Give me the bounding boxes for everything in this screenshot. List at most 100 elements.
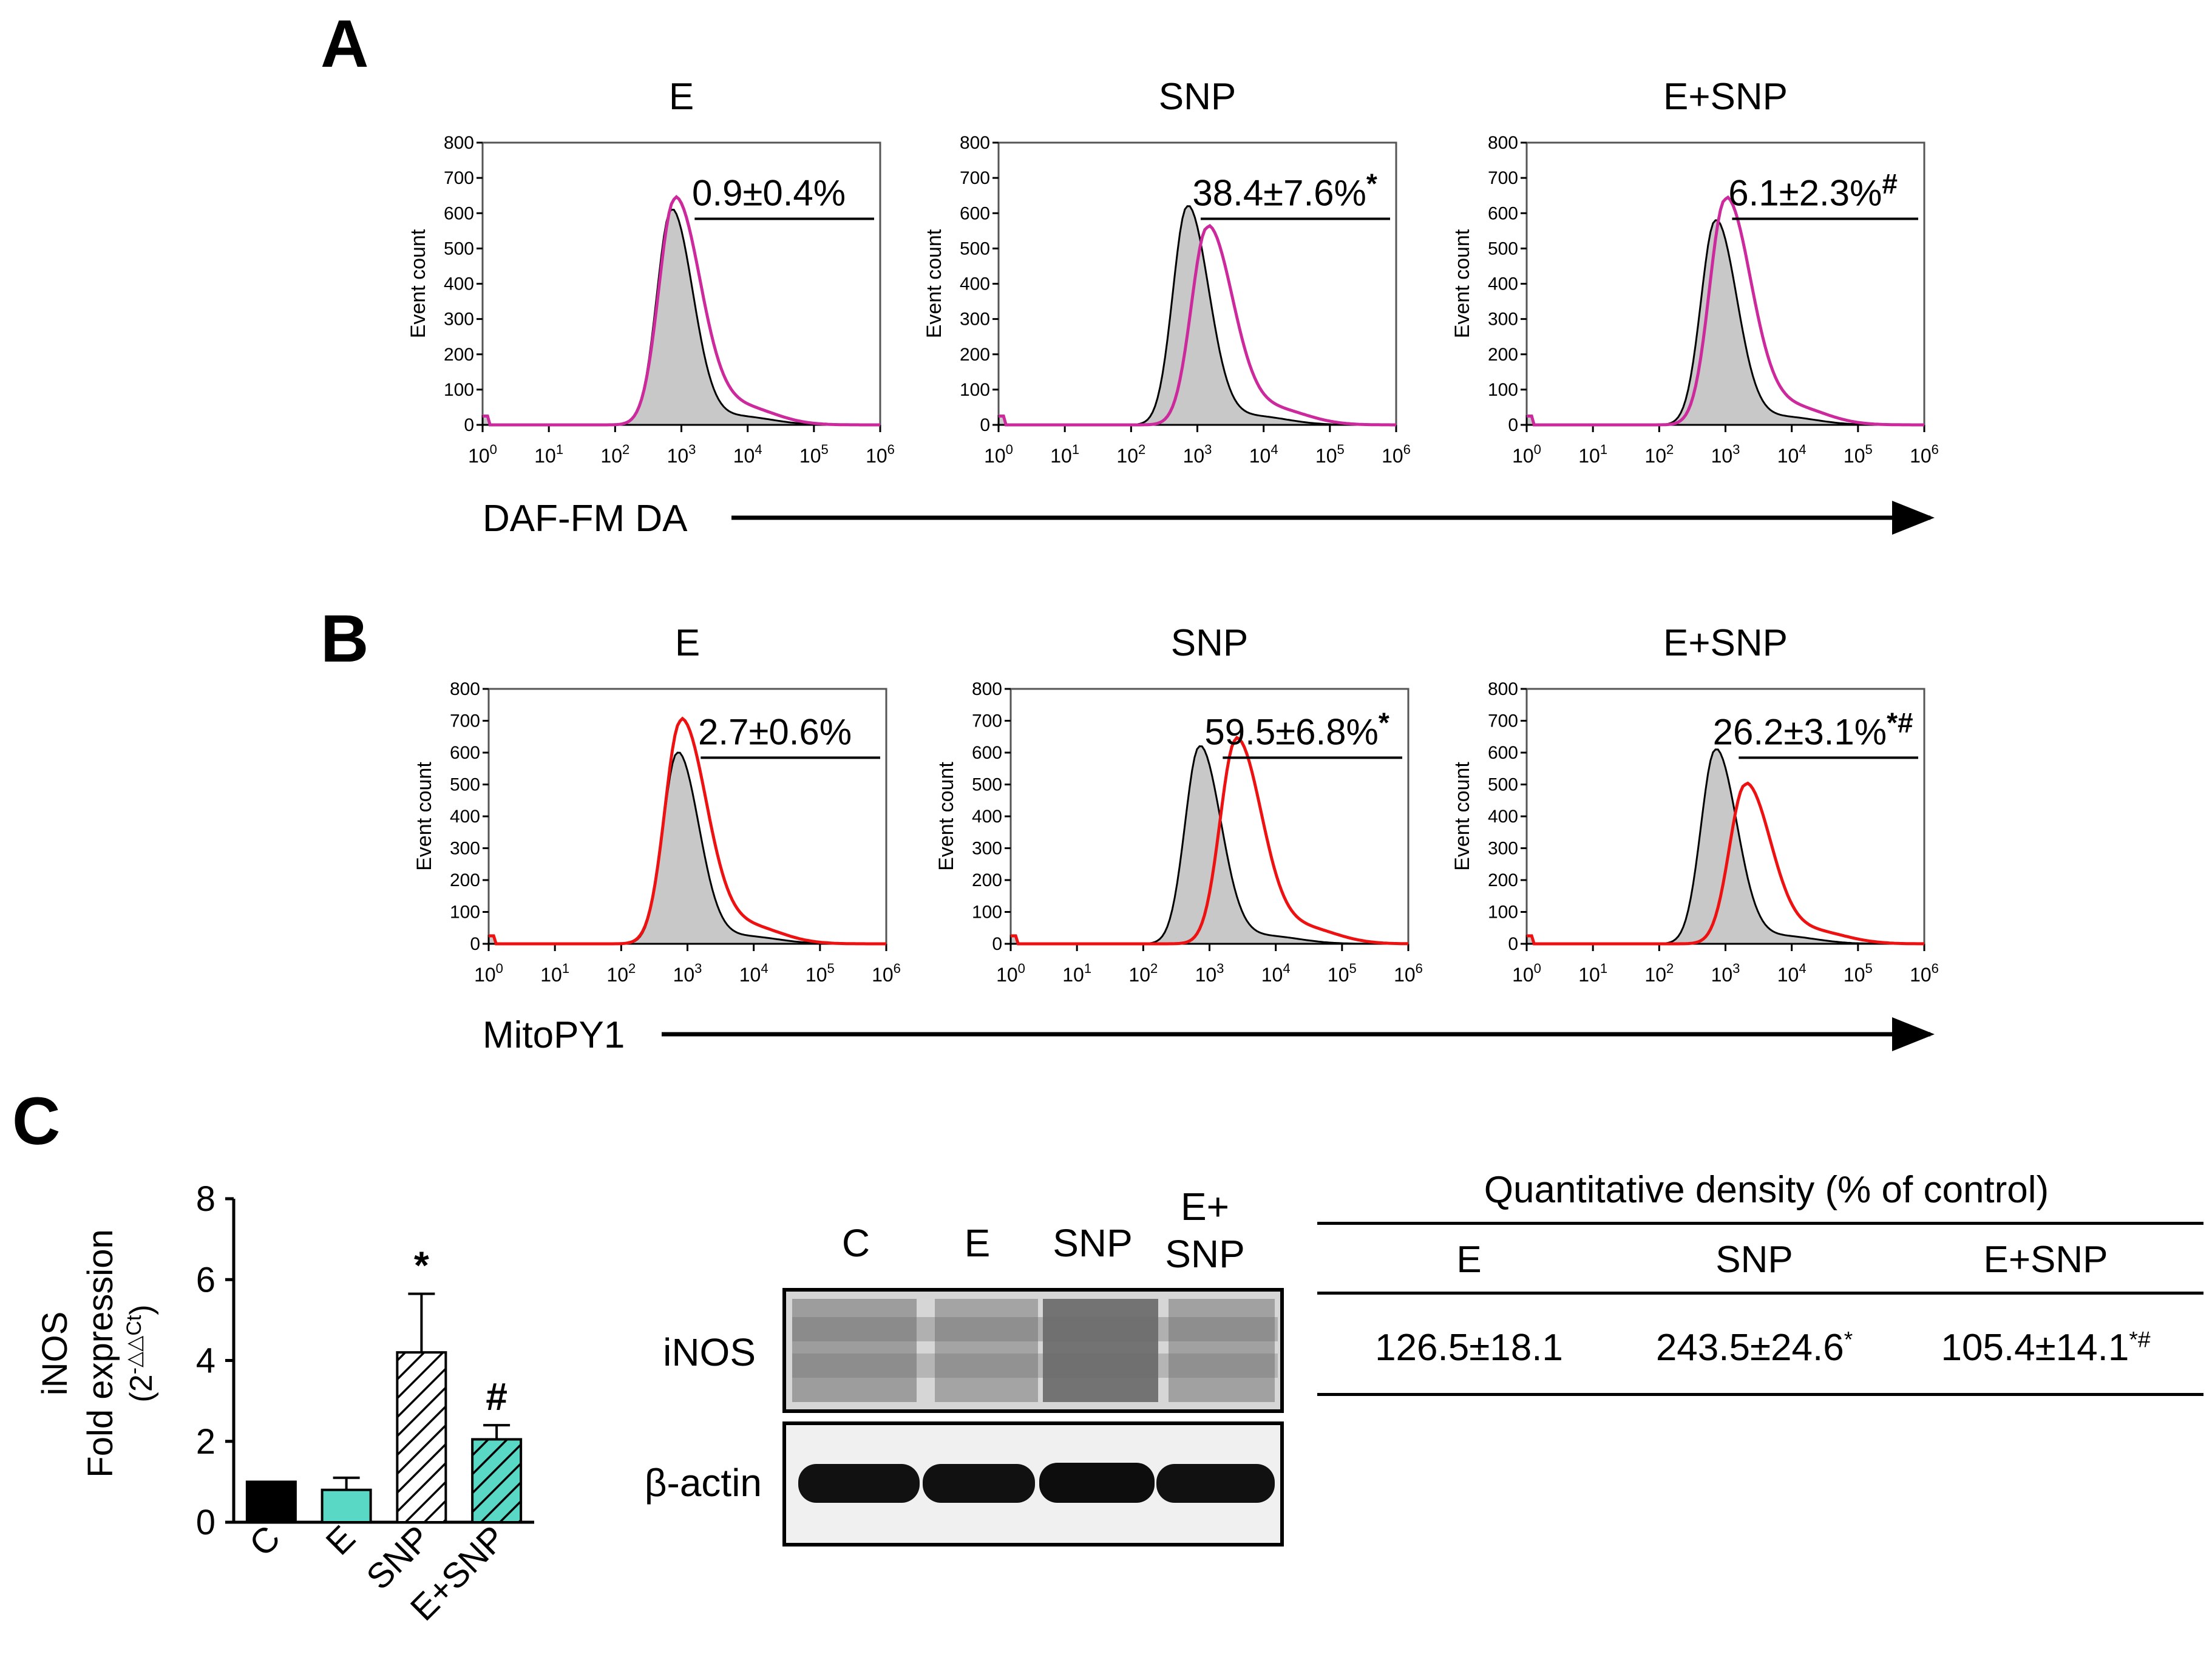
panel-b-plot-2-xtick-label: 102 <box>1128 961 1158 986</box>
panel-b-plot-3-xtick-label: 101 <box>1578 961 1607 986</box>
xtick-base: 10 <box>733 445 755 467</box>
xtick-base: 10 <box>540 964 562 986</box>
panel-a-plot-3-stat: 6.1±2.3%# <box>1728 168 1898 214</box>
stat-significance-mark: * <box>1379 706 1389 738</box>
blot-lane-e-plus-snp: SNP <box>1165 1232 1245 1276</box>
panel-b-plot-1-ytick-label: 800 <box>450 679 480 699</box>
xtick-base: 10 <box>1578 445 1600 467</box>
panel-a-plot-2-ytick-label: 800 <box>960 133 990 153</box>
panel-letter-b: B <box>321 601 368 676</box>
xtick-base: 10 <box>1844 964 1865 986</box>
xtick-exponent: 0 <box>1534 961 1541 976</box>
panel-a-plot-2-xtick-label: 102 <box>1116 442 1145 467</box>
xtick-exponent: 1 <box>556 442 563 457</box>
panel-b-plot-3-ytick-label: 200 <box>1488 870 1518 890</box>
xtick-exponent: 0 <box>490 442 497 457</box>
panel-b-plot-2-xtick-label: 106 <box>1394 961 1423 986</box>
stat-value: 38.4±7.6% <box>1192 173 1366 214</box>
bar-snp <box>396 1351 447 1524</box>
stat-value: 0.9±0.4% <box>692 173 846 214</box>
panel-b-plot-2-title: SNP <box>1171 622 1248 664</box>
xtick-base: 10 <box>1512 445 1534 467</box>
xtick-base: 10 <box>1512 964 1534 986</box>
panel-a-plot-1-xtick-label: 101 <box>534 442 563 467</box>
panel-b-plot-3-ytick-label: 300 <box>1488 839 1518 859</box>
panel-b-plot-1-xtick-label: 105 <box>806 961 835 986</box>
blot-lane-e-plus: E+ <box>1181 1185 1229 1228</box>
bar-category-label: E <box>318 1518 362 1562</box>
xtick-base: 10 <box>1910 964 1932 986</box>
bar-ytick-label: 4 <box>196 1341 215 1381</box>
xtick-base: 10 <box>1382 445 1403 467</box>
xtick-exponent: 1 <box>1084 961 1091 976</box>
panel-a-plot-1-title: E <box>669 76 694 118</box>
xtick-exponent: 5 <box>1865 961 1873 976</box>
bar-ytick-label: 6 <box>196 1260 215 1299</box>
panel-a-plot-1-ytick-label: 100 <box>444 380 474 400</box>
xtick-exponent: 3 <box>1204 442 1212 457</box>
panel-b-plot-3-ytick-label: 800 <box>1488 679 1518 699</box>
panel-b-plot-1-ytick-label: 200 <box>450 870 480 890</box>
bar-e <box>321 1488 372 1523</box>
panel-a-axis-label: DAF-FM DA <box>483 498 688 540</box>
panel-b-plot-2-ytick-label: 200 <box>972 870 1002 890</box>
stat-value: 26.2±3.1% <box>1713 711 1887 752</box>
panel-a-plot-3-xtick-label: 106 <box>1910 442 1939 467</box>
xtick-exponent: 2 <box>628 961 636 976</box>
panel-b-plot-1-xtick-label: 102 <box>606 961 636 986</box>
xtick-exponent: 4 <box>1799 961 1806 976</box>
panel-a-plot-1-xtick-label: 105 <box>799 442 829 467</box>
panel-b-plot-2-xtick-label: 100 <box>996 961 1025 986</box>
xtick-base: 10 <box>872 964 894 986</box>
stat-value: 2.7±0.6% <box>698 711 852 752</box>
panel-a-plot-2-ylabel: Event count <box>923 229 946 338</box>
panel-a-plot-2-stat: 38.4±7.6%* <box>1192 168 1377 214</box>
panel-a-plot-3-ytick-label: 200 <box>1488 345 1518 365</box>
panel-a-plot-1-ytick-label: 0 <box>464 415 474 435</box>
panel-b-plot-1-ytick-label: 400 <box>450 807 480 827</box>
density-value-e-snp: 105.4±14.1*# <box>1941 1326 2151 1369</box>
bar-ytick-label: 8 <box>196 1179 215 1219</box>
xtick-exponent: 6 <box>1416 961 1423 976</box>
panel-a-plot-1-stat: 0.9±0.4% <box>692 173 846 214</box>
panel-b-plot-3-ytick-label: 600 <box>1488 743 1518 763</box>
panel-a-plot-2-xtick-label: 101 <box>1050 442 1079 467</box>
panel-b-plot-1-ytick-label: 300 <box>450 839 480 859</box>
panel-a-plot-3-xtick-label: 100 <box>1512 442 1541 467</box>
panel-b-plot-3-xtick-label: 102 <box>1644 961 1674 986</box>
blot-row-inos: iNOS <box>663 1330 756 1374</box>
panel-b-plot-3-ytick-label: 700 <box>1488 711 1518 731</box>
xtick-exponent: 5 <box>827 961 835 976</box>
xtick-exponent: 1 <box>1600 961 1607 976</box>
panel-b-plot-3-ytick-label: 0 <box>1508 934 1518 954</box>
panel-b-plot-2-ylabel: Event count <box>935 762 958 871</box>
blot-actin-bands <box>798 1463 1275 1503</box>
xtick-exponent: 6 <box>1932 961 1939 976</box>
xtick-base: 10 <box>1128 964 1150 986</box>
panel-a-plot-2-ytick-label: 400 <box>960 274 990 294</box>
panel-b-plot-1-ylabel: Event count <box>413 762 436 871</box>
panel-b-plot-3-ytick-label: 400 <box>1488 807 1518 827</box>
panel-b-plot-3-treated-histogram <box>1527 781 1924 946</box>
panel-b-plot-3-xtick-label: 106 <box>1910 961 1939 986</box>
xtick-base: 10 <box>1249 445 1271 467</box>
panel-b-plot-3-xtick-label: 100 <box>1512 961 1541 986</box>
panel-a-plot-3-xtick-label: 102 <box>1644 442 1674 467</box>
panel-a-plot-2-ytick-label: 600 <box>960 203 990 223</box>
bar-ylabel-line1: iNOS <box>35 1312 75 1396</box>
xtick-exponent: 2 <box>1138 442 1145 457</box>
panel-letter-c: C <box>12 1084 60 1159</box>
panel-a-plot-3-ylabel: Event count <box>1451 229 1474 338</box>
xtick-exponent: 4 <box>761 961 768 976</box>
blot-lane-e: E <box>965 1221 991 1265</box>
stat-value: 59.5±6.8% <box>1204 711 1378 752</box>
density-header-snp: SNP <box>1715 1239 1793 1281</box>
panel-b-plot-2-ytick-label: 600 <box>972 743 1002 763</box>
panel-a-plot-3-ytick-label: 100 <box>1488 380 1518 400</box>
xtick-base: 10 <box>1328 964 1349 986</box>
xtick-exponent: 3 <box>1732 442 1740 457</box>
xtick-base: 10 <box>1777 445 1799 467</box>
density-value-e: 126.5±18.1 <box>1375 1327 1563 1369</box>
panel-b-plot-2-xtick-label: 105 <box>1328 961 1357 986</box>
panel-a-plot-1-treated-histogram <box>483 194 880 427</box>
